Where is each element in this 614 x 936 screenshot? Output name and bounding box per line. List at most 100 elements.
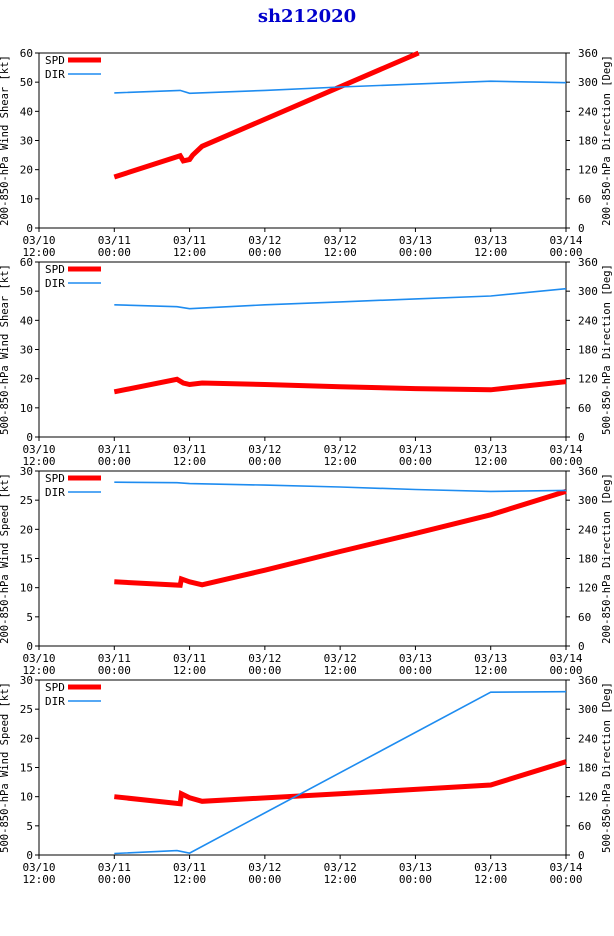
x-tick-label-time: 12:00	[22, 664, 55, 677]
x-tick-label-date: 03/11	[173, 234, 206, 247]
y-left-tick-label: 10	[20, 402, 33, 415]
x-tick-label-time: 00:00	[549, 246, 582, 259]
x-tick-label-time: 12:00	[324, 455, 357, 468]
plot-frame-4	[38, 679, 567, 856]
y-right-tick-label: 120	[578, 373, 598, 386]
x-tick-label-date: 03/10	[22, 234, 55, 247]
plot-frame-2	[38, 261, 567, 438]
y-left-axis-label: 500-850-hPa Wind Shear [kt]	[0, 264, 11, 435]
y-left-tick-label: 50	[20, 285, 33, 298]
y-right-tick-label: 240	[578, 105, 598, 118]
x-tick-label-time: 00:00	[549, 455, 582, 468]
x-tick-label-time: 00:00	[399, 246, 432, 259]
x-tick-label-date: 03/12	[248, 861, 281, 874]
legend-spd-label: SPD	[45, 263, 65, 276]
y-right-tick-label: 0	[578, 431, 585, 444]
x-tick-label-date: 03/10	[22, 652, 55, 665]
x-tick-label-time: 12:00	[474, 873, 507, 886]
y-right-tick-label: 360	[578, 47, 598, 60]
y-right-tick-label: 240	[578, 732, 598, 745]
x-tick-label-date: 03/13	[399, 234, 432, 247]
y-right-axis-label: 500-850-hPa Direction [Deg]	[601, 264, 613, 435]
y-left-tick-label: 40	[20, 105, 33, 118]
y-right-tick-label: 360	[578, 674, 598, 687]
y-left-axis-label: 200-850-hPa Wind Speed [kt]	[0, 473, 11, 644]
x-tick-label-date: 03/12	[248, 652, 281, 665]
x-tick-label-time: 12:00	[324, 664, 357, 677]
x-tick-label-date: 03/11	[173, 652, 206, 665]
plot-frame-1	[38, 52, 567, 229]
y-left-tick-label: 20	[20, 373, 33, 386]
x-tick-label-time: 00:00	[399, 664, 432, 677]
spd-series-line	[114, 759, 567, 807]
y-right-tick-label: 300	[578, 494, 598, 507]
x-tick-label-date: 03/14	[549, 861, 582, 874]
y-right-tick-label: 180	[578, 135, 598, 148]
y-right-tick-label: 120	[578, 582, 598, 595]
y-left-tick-label: 25	[20, 494, 33, 507]
x-tick-label-date: 03/13	[474, 234, 507, 247]
x-tick-label-date: 03/11	[173, 443, 206, 456]
y-right-tick-label: 0	[578, 849, 585, 862]
spd-series-line	[113, 50, 420, 180]
y-left-tick-label: 30	[20, 135, 33, 148]
legend-dir-label: DIR	[45, 68, 65, 81]
x-tick-label-date: 03/13	[399, 652, 432, 665]
y-left-tick-label: 20	[20, 523, 33, 536]
spd-series-line	[114, 489, 567, 588]
y-left-tick-label: 5	[26, 611, 33, 624]
x-tick-label-time: 12:00	[474, 455, 507, 468]
dir-series-line	[114, 287, 567, 310]
y-right-tick-label: 240	[578, 523, 598, 536]
dir-series-line	[114, 690, 567, 855]
x-tick-label-date: 03/14	[549, 652, 582, 665]
x-tick-label-date: 03/13	[399, 443, 432, 456]
x-tick-label-date: 03/12	[248, 234, 281, 247]
y-right-tick-label: 180	[578, 762, 598, 775]
legend-spd-label: SPD	[45, 681, 65, 694]
y-left-tick-label: 25	[20, 703, 33, 716]
x-tick-label-date: 03/11	[98, 861, 131, 874]
y-right-tick-label: 300	[578, 703, 598, 716]
x-tick-label-time: 12:00	[474, 246, 507, 259]
x-tick-label-time: 12:00	[22, 455, 55, 468]
x-tick-label-time: 12:00	[173, 873, 206, 886]
x-tick-label-date: 03/12	[324, 443, 357, 456]
x-tick-label-date: 03/12	[324, 861, 357, 874]
x-tick-label-date: 03/14	[549, 443, 582, 456]
x-tick-label-time: 00:00	[248, 246, 281, 259]
y-right-tick-label: 0	[578, 640, 585, 653]
legend-spd-label: SPD	[45, 54, 65, 67]
y-right-axis-label: 500-850-hPa Direction [Deg]	[601, 682, 613, 853]
x-tick-label-date: 03/11	[98, 234, 131, 247]
y-right-tick-label: 60	[578, 193, 591, 206]
y-left-tick-label: 60	[20, 47, 33, 60]
x-tick-label-date: 03/13	[474, 443, 507, 456]
x-tick-label-date: 03/12	[248, 443, 281, 456]
x-tick-label-date: 03/12	[324, 234, 357, 247]
x-tick-label-time: 00:00	[248, 455, 281, 468]
y-left-tick-label: 15	[20, 762, 33, 775]
y-right-tick-label: 300	[578, 76, 598, 89]
legend-dir-label: DIR	[45, 277, 65, 290]
y-right-tick-label: 0	[578, 222, 585, 235]
y-left-tick-label: 20	[20, 732, 33, 745]
y-left-tick-label: 5	[26, 820, 33, 833]
y-left-tick-label: 0	[26, 849, 33, 862]
y-right-tick-label: 300	[578, 285, 598, 298]
y-right-tick-label: 120	[578, 164, 598, 177]
y-right-tick-label: 60	[578, 611, 591, 624]
y-left-axis-label: 200-850-hPa Wind Shear [kt]	[0, 55, 11, 226]
y-left-tick-label: 10	[20, 582, 33, 595]
x-tick-label-time: 00:00	[399, 455, 432, 468]
x-tick-label-time: 12:00	[22, 873, 55, 886]
x-tick-label-time: 00:00	[98, 455, 131, 468]
x-tick-label-time: 12:00	[173, 455, 206, 468]
x-tick-label-date: 03/14	[549, 234, 582, 247]
y-left-tick-label: 10	[20, 791, 33, 804]
x-tick-label-time: 12:00	[173, 664, 206, 677]
dir-series-line	[114, 80, 567, 95]
y-right-axis-label: 200-850-hPa Direction [Deg]	[601, 473, 613, 644]
y-left-tick-label: 0	[26, 431, 33, 444]
